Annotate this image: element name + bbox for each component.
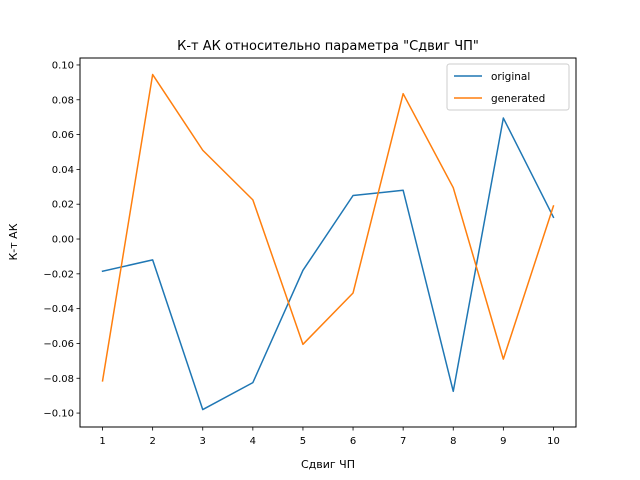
y-tick-label: −0.08	[43, 374, 74, 385]
x-tick-label: 7	[400, 436, 406, 447]
legend: original generated	[446, 63, 570, 111]
y-tick-label: 0.04	[52, 165, 74, 176]
series-layer	[101, 73, 555, 411]
x-tick-label: 5	[300, 436, 306, 447]
y-tick-label: −0.06	[43, 339, 74, 350]
series-line-original	[101, 117, 555, 411]
y-tick-label: 0.10	[52, 60, 74, 71]
x-tick-label: 6	[350, 436, 356, 447]
y-tick-label: 0.08	[52, 95, 74, 106]
plot-frame	[79, 57, 577, 428]
x-tick-label: 9	[500, 436, 506, 447]
x-tick-label: 10	[547, 436, 560, 447]
series-line-generated	[101, 73, 555, 382]
y-tick-label: −0.04	[43, 304, 74, 315]
x-axis-label: Сдвиг ЧП	[301, 458, 355, 471]
y-tick-label: −0.02	[43, 269, 74, 280]
y-tick-label: −0.10	[43, 409, 74, 420]
y-tick-label: 0.06	[52, 130, 74, 141]
legend-label-generated: generated	[491, 93, 545, 105]
y-tick-label: 0.02	[52, 200, 74, 211]
chart-title: К-т АК относительно параметра "Сдвиг ЧП"	[177, 39, 479, 54]
x-tick-label: 4	[250, 436, 256, 447]
legend-label-original: original	[491, 71, 530, 83]
x-tick-label: 2	[149, 436, 155, 447]
x-tick-label: 3	[200, 436, 206, 447]
x-tick-label: 8	[450, 436, 456, 447]
x-tick-label: 1	[99, 436, 105, 447]
y-axis-label: К-т АК	[7, 223, 20, 260]
y-tick-label: 0.00	[52, 235, 74, 246]
x-axis-ticks: 1 2 3 4 5 6 7 8 9 10	[99, 427, 560, 447]
y-axis-ticks: −0.10 −0.08 −0.06 −0.04 −0.02 0.00 0.02 0.04 0.0…	[43, 60, 80, 420]
